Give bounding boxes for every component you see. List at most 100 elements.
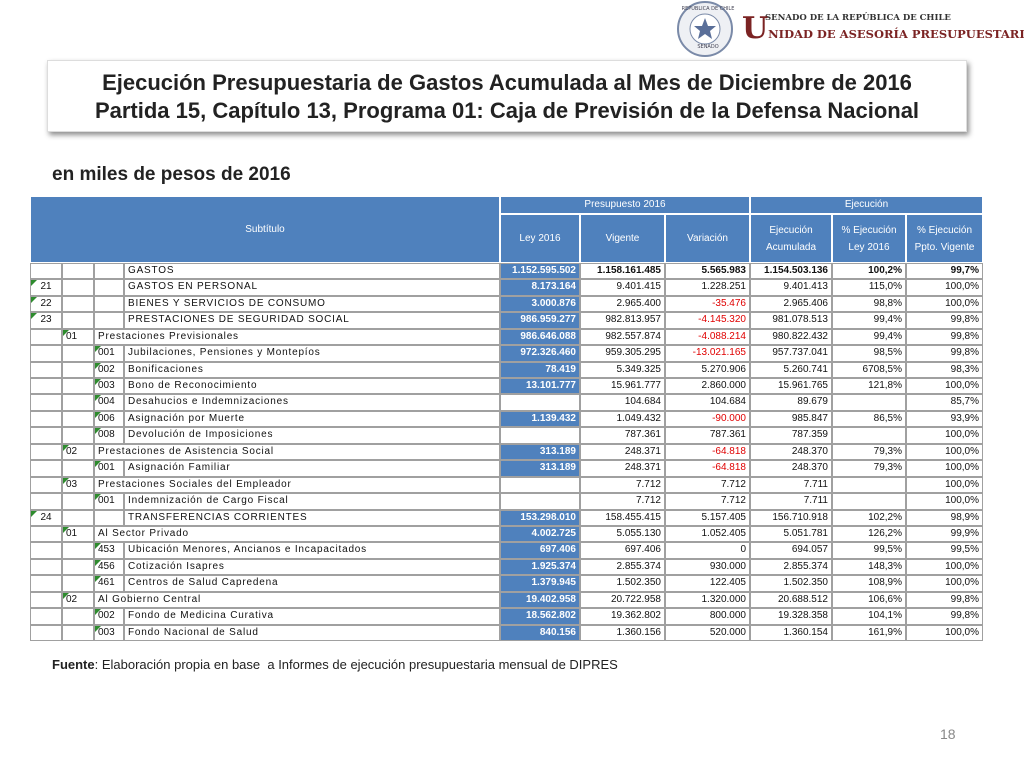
code-cell: 002 — [94, 361, 124, 379]
column-header: Ejecución Acumulada — [750, 214, 832, 263]
comment-marker — [63, 444, 69, 451]
code-cell — [30, 558, 62, 576]
value-cell: 115,0% — [832, 279, 906, 296]
value-cell — [832, 394, 906, 411]
value-cell: -4.145.320 — [665, 312, 750, 329]
comment-marker — [95, 379, 101, 386]
value-cell: 122.405 — [665, 575, 750, 592]
code-cell — [30, 525, 62, 543]
value-cell: 15.961.777 — [580, 378, 665, 395]
value-cell: 18.562.802 — [500, 608, 580, 625]
value-cell — [500, 394, 580, 411]
seal-top: REPÚBLICA DE CHILE — [681, 6, 735, 12]
org-main: UNIDAD DE ASESORÍA PRESUPUESTARIA — [742, 11, 1024, 46]
comment-marker — [95, 411, 101, 418]
value-cell: 5.157.405 — [665, 509, 750, 526]
comment-marker — [95, 395, 101, 402]
value-cell — [832, 493, 906, 510]
group-header: Presupuesto 2016 — [500, 196, 750, 214]
value-cell: 158.455.415 — [580, 509, 665, 526]
value-cell: 104,1% — [832, 608, 906, 625]
value-cell: 1.320.000 — [665, 591, 750, 609]
comment-marker — [95, 494, 101, 501]
value-cell: 93,9% — [906, 410, 983, 428]
value-cell: 1.360.154 — [750, 624, 832, 641]
code-cell — [62, 295, 94, 313]
code-cell — [94, 509, 124, 526]
value-cell: 19.362.802 — [580, 608, 665, 625]
code-cell: 03 — [62, 476, 94, 494]
value-cell: 99,4% — [832, 312, 906, 329]
value-cell: 959.305.295 — [580, 345, 665, 362]
code-cell — [62, 279, 94, 296]
code-cell: 004 — [94, 394, 124, 411]
value-cell: 15.961.765 — [750, 378, 832, 395]
code-cell: 02 — [62, 591, 94, 609]
title-line: Partida 15, Capítulo 13, Programa 01: Ca… — [94, 98, 920, 123]
code-cell: 006 — [94, 410, 124, 428]
code-cell — [62, 361, 94, 379]
value-cell: 99,4% — [832, 328, 906, 346]
comment-marker — [31, 510, 37, 517]
value-cell: 156.710.918 — [750, 509, 832, 526]
value-cell: 7.712 — [665, 493, 750, 510]
value-cell: 153.298.010 — [500, 509, 580, 526]
value-cell: 121,8% — [832, 378, 906, 395]
value-cell: 697.406 — [500, 542, 580, 559]
code-cell — [62, 542, 94, 559]
seal-bottom: SENADO — [697, 44, 719, 50]
code-cell — [62, 378, 94, 395]
row-name: Al Gobierno Central — [94, 591, 500, 609]
value-cell: 100,0% — [906, 443, 983, 461]
value-cell: 20.688.512 — [750, 591, 832, 609]
comment-marker — [95, 543, 101, 550]
value-cell: 0 — [665, 542, 750, 559]
value-cell: 100,0% — [906, 575, 983, 592]
value-cell: 982.557.874 — [580, 328, 665, 346]
value-cell: 1.154.503.136 — [750, 263, 832, 280]
value-cell: 248.371 — [580, 460, 665, 477]
code-cell: 02 — [62, 443, 94, 461]
row-name: GASTOS EN PERSONAL — [124, 279, 500, 296]
value-cell: 972.326.460 — [500, 345, 580, 362]
value-cell: 5.349.325 — [580, 361, 665, 379]
code-cell: 24 — [30, 509, 62, 526]
code-cell — [30, 591, 62, 609]
row-name: Fondo de Medicina Curativa — [124, 608, 500, 625]
row-name: Prestaciones Sociales del Empleador — [94, 476, 500, 494]
code-cell — [62, 575, 94, 592]
code-cell — [30, 410, 62, 428]
value-cell: 98,5% — [832, 345, 906, 362]
code-cell — [94, 263, 124, 280]
value-cell: 520.000 — [665, 624, 750, 641]
value-cell: 981.078.513 — [750, 312, 832, 329]
value-cell: 9.401.415 — [580, 279, 665, 296]
value-cell: 100,0% — [906, 493, 983, 510]
row-name: Fondo Nacional de Salud — [124, 624, 500, 641]
code-cell — [30, 624, 62, 641]
column-header: % Ejecución Ppto. Vigente — [906, 214, 983, 263]
value-cell: 1.049.432 — [580, 410, 665, 428]
value-cell: 99,8% — [906, 328, 983, 346]
row-name: Asignación por Muerte — [124, 410, 500, 428]
row-name: Bonificaciones — [124, 361, 500, 379]
value-cell: -64.818 — [665, 443, 750, 461]
code-cell: 003 — [94, 378, 124, 395]
value-cell: -4.088.214 — [665, 328, 750, 346]
code-cell: 003 — [94, 624, 124, 641]
row-name: Asignación Familiar — [124, 460, 500, 477]
value-cell: 2.860.000 — [665, 378, 750, 395]
value-cell: 100,0% — [906, 427, 983, 444]
code-cell — [30, 378, 62, 395]
comment-marker — [95, 346, 101, 353]
value-cell: 5.055.130 — [580, 525, 665, 543]
code-cell — [30, 361, 62, 379]
value-cell: 108,9% — [832, 575, 906, 592]
value-cell: 104.684 — [665, 394, 750, 411]
comment-marker — [95, 609, 101, 616]
value-cell: 248.370 — [750, 443, 832, 461]
code-cell: 002 — [94, 608, 124, 625]
title-line: Ejecución Presupuestaria de Gastos Acumu… — [102, 70, 912, 95]
code-cell — [62, 624, 94, 641]
